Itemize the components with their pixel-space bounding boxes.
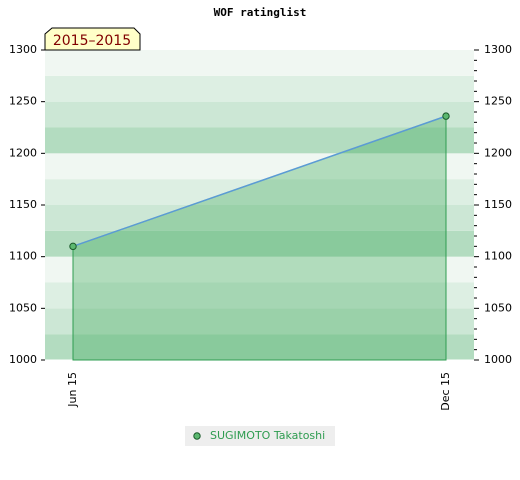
y2-tick-label: 1000: [484, 353, 512, 366]
line: [72, 115, 447, 248]
y-tick-label: 1200: [9, 146, 37, 159]
y-tick-label: 1250: [9, 95, 37, 108]
point: [69, 242, 77, 251]
band: [45, 230, 474, 257]
y-tick-label: 1100: [9, 250, 37, 263]
y2-tick-label: 1050: [484, 301, 512, 314]
band: [45, 334, 474, 360]
band: [45, 256, 474, 283]
y2-tick-label: 1200: [484, 146, 512, 159]
x-tick-label: Jun 15: [66, 372, 79, 408]
y2-tick-label: 1100: [484, 250, 512, 263]
badge-box: [44, 27, 141, 51]
legend-marker: [193, 432, 201, 440]
badge: 2015–2015: [53, 33, 131, 49]
band: [45, 282, 474, 309]
legend-box: [185, 426, 335, 446]
background-bands: [45, 50, 474, 360]
band: [45, 101, 474, 128]
chart-title: WOF ratinglist: [214, 6, 307, 19]
y-tick-label: 1050: [9, 301, 37, 314]
y2-tick-label: 1300: [484, 43, 512, 56]
band: [45, 153, 474, 180]
y2-tick-label: 1150: [484, 198, 512, 211]
y-tick-label: 1300: [9, 43, 37, 56]
band: [45, 205, 474, 231]
band: [45, 308, 474, 335]
legend-label: SUGIMOTO Takatoshi: [210, 429, 325, 442]
band: [45, 50, 474, 76]
point: [442, 112, 450, 120]
y2-tick-label: 1250: [484, 95, 512, 108]
band: [45, 179, 474, 205]
y-tick-label: 1000: [9, 353, 37, 366]
y-tick-label: 1150: [9, 198, 37, 211]
band: [45, 75, 474, 102]
x-tick-label: Dec 15: [439, 372, 452, 411]
